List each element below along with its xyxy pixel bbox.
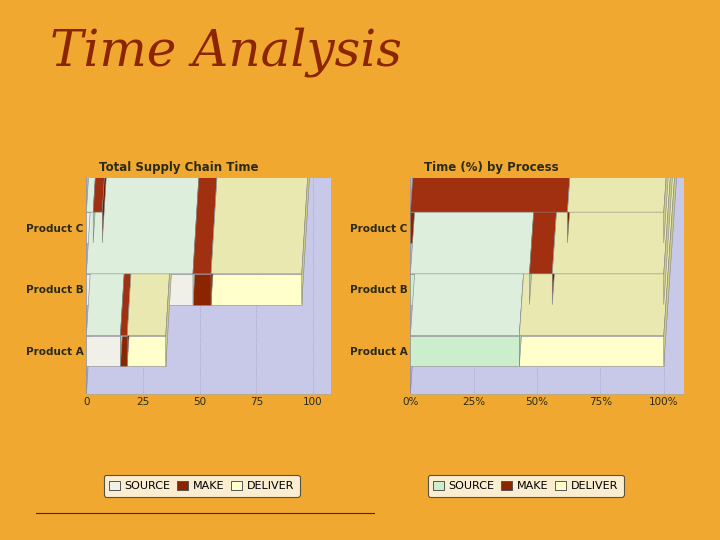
Polygon shape bbox=[86, 27, 104, 212]
Text: Total Supply Chain Time: Total Supply Chain Time bbox=[99, 161, 258, 174]
Polygon shape bbox=[166, 151, 177, 367]
Polygon shape bbox=[302, 89, 313, 305]
Polygon shape bbox=[120, 151, 132, 367]
Bar bbox=[529, 274, 552, 305]
Legend: SOURCE, MAKE, DELIVER: SOURCE, MAKE, DELIVER bbox=[104, 475, 300, 497]
Bar bbox=[211, 274, 302, 305]
Bar bbox=[519, 335, 664, 367]
Bar bbox=[410, 212, 567, 243]
Polygon shape bbox=[120, 151, 138, 335]
Polygon shape bbox=[519, 151, 532, 367]
Bar bbox=[567, 212, 664, 243]
Polygon shape bbox=[93, 27, 114, 212]
Polygon shape bbox=[410, 89, 542, 274]
Bar bbox=[93, 212, 102, 243]
Polygon shape bbox=[567, 27, 580, 243]
Bar bbox=[86, 335, 120, 367]
Bar bbox=[127, 335, 166, 367]
Polygon shape bbox=[664, 27, 676, 243]
Legend: SOURCE, MAKE, DELIVER: SOURCE, MAKE, DELIVER bbox=[428, 475, 624, 497]
Bar bbox=[410, 274, 529, 305]
Polygon shape bbox=[552, 89, 565, 305]
Text: Time Analysis: Time Analysis bbox=[50, 27, 402, 77]
Polygon shape bbox=[410, 27, 580, 212]
Bar bbox=[410, 335, 519, 367]
Polygon shape bbox=[567, 27, 676, 212]
Polygon shape bbox=[86, 0, 98, 394]
Polygon shape bbox=[529, 89, 565, 274]
Polygon shape bbox=[102, 27, 114, 243]
Polygon shape bbox=[127, 151, 177, 335]
Polygon shape bbox=[410, 0, 423, 394]
Polygon shape bbox=[127, 151, 138, 367]
Polygon shape bbox=[529, 89, 542, 305]
Polygon shape bbox=[193, 89, 222, 274]
Polygon shape bbox=[86, 89, 204, 274]
Polygon shape bbox=[664, 89, 676, 305]
Polygon shape bbox=[410, 151, 532, 335]
Polygon shape bbox=[552, 89, 676, 274]
Bar bbox=[552, 274, 664, 305]
Bar bbox=[86, 212, 93, 243]
Polygon shape bbox=[211, 89, 313, 274]
Polygon shape bbox=[664, 151, 676, 367]
Text: Time (%) by Process: Time (%) by Process bbox=[424, 161, 559, 174]
Polygon shape bbox=[211, 89, 222, 305]
Polygon shape bbox=[519, 151, 676, 335]
Bar bbox=[86, 274, 193, 305]
Bar bbox=[193, 274, 211, 305]
Polygon shape bbox=[193, 89, 204, 305]
Polygon shape bbox=[93, 27, 104, 243]
Polygon shape bbox=[86, 151, 132, 335]
Bar bbox=[120, 335, 127, 367]
